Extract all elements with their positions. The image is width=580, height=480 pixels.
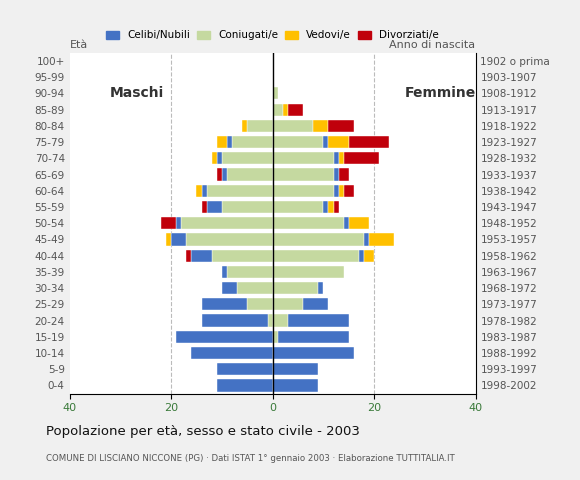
Bar [217, 152, 222, 164]
Text: COMUNE DI LISCIANO NICCONE (PG) · Dati ISTAT 1° gennaio 2003 · Elaborazione TUTT: COMUNE DI LISCIANO NICCONE (PG) · Dati I… [46, 454, 455, 463]
Bar [278, 331, 349, 343]
Text: Popolazione per età, sesso e stato civile - 2003: Popolazione per età, sesso e stato civil… [46, 425, 360, 438]
Text: Maschi: Maschi [110, 86, 165, 100]
Bar [212, 250, 273, 262]
Bar [222, 282, 237, 294]
Text: Femmine: Femmine [405, 86, 476, 100]
Bar [186, 250, 191, 262]
Bar [339, 152, 343, 164]
Bar [324, 201, 328, 213]
Bar [166, 233, 171, 245]
Bar [273, 266, 343, 278]
Text: Età: Età [70, 39, 88, 49]
Bar [232, 136, 273, 148]
Bar [273, 298, 303, 311]
Bar [237, 282, 273, 294]
Bar [328, 136, 349, 148]
Bar [273, 347, 354, 359]
Bar [273, 136, 324, 148]
Bar [267, 314, 273, 327]
Bar [217, 136, 227, 148]
Bar [242, 120, 247, 132]
Bar [227, 136, 232, 148]
Bar [273, 314, 288, 327]
Bar [369, 233, 394, 245]
Bar [339, 185, 343, 197]
Bar [273, 363, 318, 375]
Bar [273, 104, 283, 116]
Bar [186, 233, 273, 245]
Bar [334, 168, 339, 180]
Bar [343, 217, 349, 229]
Bar [176, 217, 181, 229]
Bar [288, 104, 303, 116]
Bar [176, 331, 273, 343]
Bar [206, 185, 273, 197]
Legend: Celibi/Nubili, Coniugati/e, Vedovi/e, Divorziati/e: Celibi/Nubili, Coniugati/e, Vedovi/e, Di… [103, 27, 442, 44]
Bar [222, 201, 273, 213]
Bar [202, 314, 267, 327]
Bar [328, 120, 354, 132]
Bar [202, 185, 206, 197]
Bar [334, 185, 339, 197]
Bar [273, 152, 333, 164]
Bar [288, 314, 349, 327]
Bar [191, 250, 212, 262]
Bar [202, 298, 247, 311]
Bar [359, 250, 364, 262]
Bar [273, 120, 313, 132]
Bar [364, 250, 374, 262]
Bar [339, 168, 349, 180]
Bar [324, 136, 328, 148]
Bar [334, 201, 339, 213]
Bar [206, 201, 222, 213]
Bar [349, 136, 389, 148]
Bar [191, 347, 273, 359]
Text: Anno di nascita: Anno di nascita [390, 39, 476, 49]
Bar [222, 168, 227, 180]
Bar [303, 298, 328, 311]
Bar [222, 266, 227, 278]
Bar [247, 298, 273, 311]
Bar [273, 282, 318, 294]
Bar [283, 104, 288, 116]
Bar [227, 266, 273, 278]
Bar [217, 379, 273, 392]
Bar [171, 233, 186, 245]
Bar [227, 168, 273, 180]
Bar [273, 201, 324, 213]
Bar [217, 363, 273, 375]
Bar [222, 152, 273, 164]
Bar [247, 120, 273, 132]
Bar [212, 152, 217, 164]
Bar [273, 250, 359, 262]
Bar [202, 201, 206, 213]
Bar [343, 152, 379, 164]
Bar [273, 233, 364, 245]
Bar [273, 331, 278, 343]
Bar [313, 120, 328, 132]
Bar [273, 168, 333, 180]
Bar [273, 87, 278, 99]
Bar [328, 201, 334, 213]
Bar [349, 217, 369, 229]
Bar [343, 185, 354, 197]
Bar [181, 217, 273, 229]
Bar [197, 185, 202, 197]
Bar [273, 379, 318, 392]
Bar [217, 168, 222, 180]
Bar [334, 152, 339, 164]
Bar [273, 217, 343, 229]
Bar [318, 282, 324, 294]
Bar [161, 217, 176, 229]
Bar [364, 233, 369, 245]
Bar [273, 185, 333, 197]
